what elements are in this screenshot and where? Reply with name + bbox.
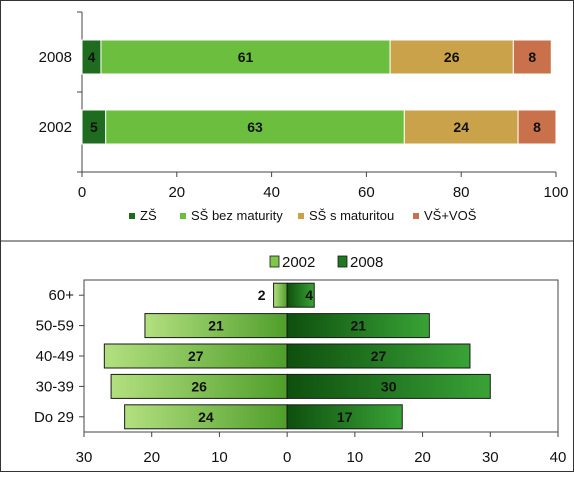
category-label: 40-49 xyxy=(36,348,74,365)
stacked-bar-segment xyxy=(403,109,519,145)
legend-swatch xyxy=(413,213,419,219)
data-label: 8 xyxy=(528,49,536,65)
legend-swatch xyxy=(269,255,280,268)
pyramid-bar-left xyxy=(144,313,288,339)
data-label: 27 xyxy=(371,348,387,364)
pyramid-bar-right xyxy=(286,313,430,339)
legend-swatch xyxy=(337,255,348,268)
x-tick-label: 30 xyxy=(76,449,93,466)
legend-label: VŠ+VOŠ xyxy=(424,208,477,223)
category-label: 50-59 xyxy=(36,318,74,335)
category-label: 2002 xyxy=(39,119,72,136)
pyramid-bar-left xyxy=(273,282,288,308)
legend-label: SŠ bez maturity xyxy=(191,208,283,223)
x-tick-label: 80 xyxy=(453,184,470,201)
data-label: 5 xyxy=(90,119,98,135)
data-label: 8 xyxy=(533,119,541,135)
category-label: Do 29 xyxy=(34,409,74,426)
data-label: 63 xyxy=(247,119,263,135)
data-label: 26 xyxy=(444,49,460,65)
pyramid-bar-right xyxy=(286,404,403,430)
data-label: 21 xyxy=(208,318,224,334)
data-label: 26 xyxy=(191,378,207,394)
data-label: 61 xyxy=(238,49,254,65)
data-label: 30 xyxy=(381,378,397,394)
category-label: 60+ xyxy=(49,287,75,304)
stacked-bar-chart: 0 20 40 60 80 100 2008 4 61 26 8 2002 5 63 24 8 ZŠ SŠ bez… xyxy=(39,11,569,223)
x-tick-label: 20 xyxy=(168,184,185,201)
x-tick-label: 0 xyxy=(78,184,86,201)
legend-label: 2002 xyxy=(282,254,315,271)
stacked-bar-segment xyxy=(105,109,405,145)
x-tick-label: 30 xyxy=(482,449,499,466)
data-label: 4 xyxy=(305,287,313,303)
data-label: 17 xyxy=(337,409,353,425)
x-tick-label: 40 xyxy=(263,184,280,201)
category-label: 2008 xyxy=(39,49,72,66)
data-label: 4 xyxy=(88,49,96,65)
legend-swatch xyxy=(298,213,304,219)
data-label: 24 xyxy=(198,409,214,425)
legend-label: 2008 xyxy=(350,254,383,271)
x-tick-label: 20 xyxy=(143,449,160,466)
legend-label: ZŠ xyxy=(140,208,157,223)
data-label: 2 xyxy=(258,287,266,303)
stacked-bar-segment xyxy=(389,39,514,75)
x-tick-label: 0 xyxy=(283,449,291,466)
x-tick-label: 40 xyxy=(550,449,567,466)
x-tick-label: 10 xyxy=(211,449,228,466)
pyramid-bar-left xyxy=(103,343,288,369)
x-tick-label: 10 xyxy=(347,449,364,466)
stacked-bar-segment xyxy=(512,39,552,75)
pyramid-bar-right xyxy=(286,282,315,308)
category-label: 30-39 xyxy=(36,378,74,395)
legend-label: SŠ s maturitou xyxy=(309,208,394,223)
legend-swatch xyxy=(129,213,135,219)
pyramid-bar-right xyxy=(286,373,491,399)
data-label: 24 xyxy=(453,119,469,135)
data-label: 27 xyxy=(188,348,204,364)
x-tick-label: 60 xyxy=(358,184,375,201)
x-tick-label: 20 xyxy=(414,449,431,466)
pyramid-bar-left xyxy=(110,373,288,399)
legend-swatch xyxy=(180,213,186,219)
pyramid-bar-right xyxy=(286,343,471,369)
data-label: 21 xyxy=(350,318,366,334)
stacked-bar-segment xyxy=(517,109,557,145)
x-tick-label: 100 xyxy=(543,184,568,201)
